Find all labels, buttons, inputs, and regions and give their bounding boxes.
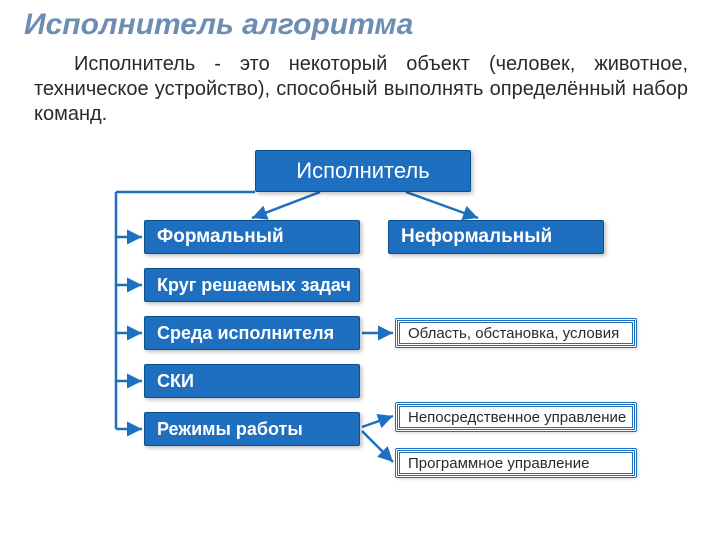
intro-paragraph: Исполнитель - это некоторый объект (чело…: [34, 52, 688, 127]
node-env: Среда исполнителя: [144, 316, 360, 350]
desc-program: Программное управление: [395, 448, 637, 478]
desc-direct: Непосредственное управление: [395, 402, 637, 432]
node-ski: СКИ: [144, 364, 360, 398]
node-root: Исполнитель: [255, 150, 471, 192]
node-formal: Формальный: [144, 220, 360, 254]
node-informal: Неформальный: [388, 220, 604, 254]
node-modes: Режимы работы: [144, 412, 360, 446]
desc-area: Область, обстановка, условия: [395, 318, 637, 348]
slide-title: Исполнитель алгоритма: [24, 8, 584, 42]
node-tasks: Круг решаемых задач: [144, 268, 360, 302]
slide: { "title": { "text": "Исполнитель алгори…: [0, 0, 720, 540]
